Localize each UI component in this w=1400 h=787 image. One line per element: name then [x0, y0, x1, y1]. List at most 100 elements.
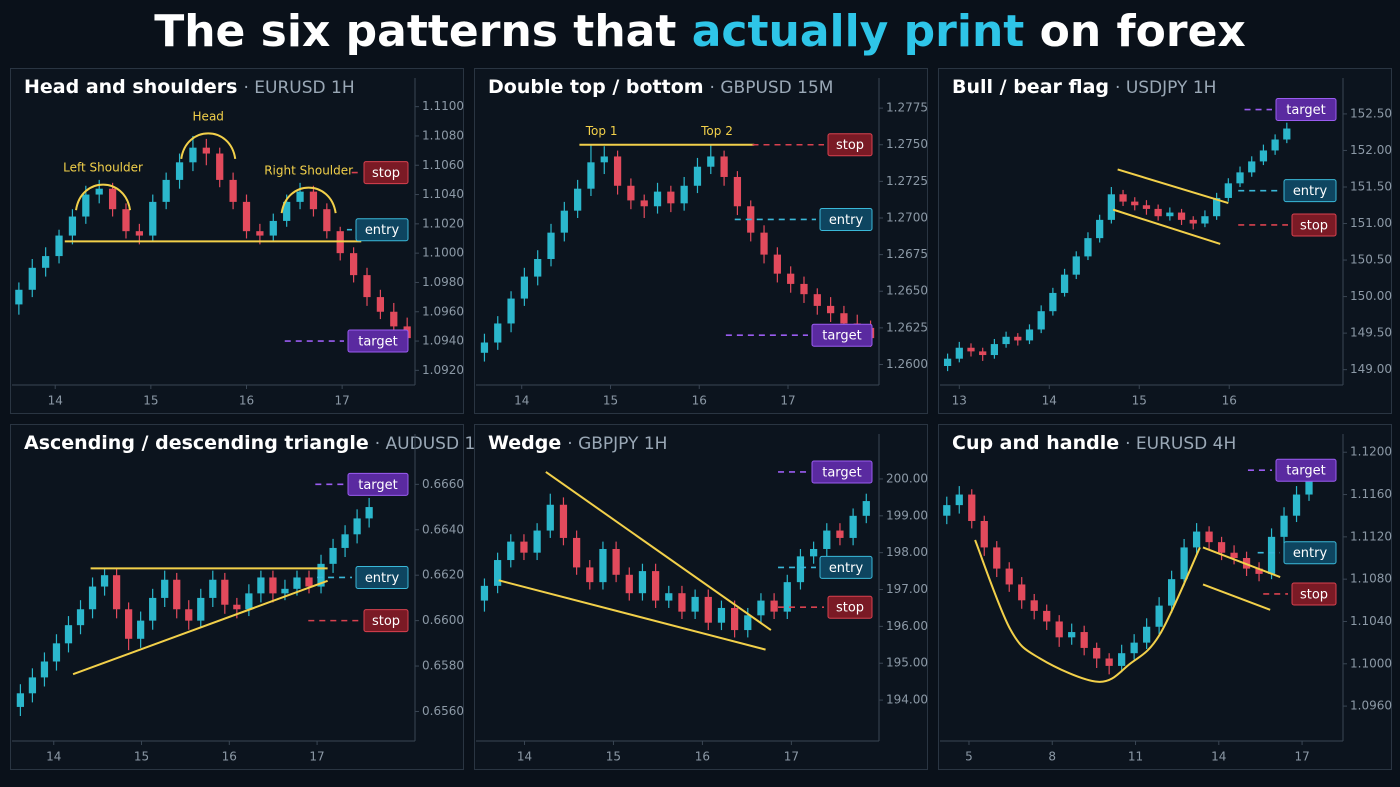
candle-body [494, 323, 502, 343]
panel-subtitle: · GBPUSD 15M [710, 78, 834, 98]
level-box [819, 555, 873, 579]
candle-body [1143, 626, 1151, 643]
level-label: entry [365, 223, 400, 238]
candle-body [124, 609, 133, 639]
panel-heading: Ascending / descending triangle · AUDUSD … [24, 432, 501, 454]
y-tick-label: 1.1040 [422, 187, 464, 201]
candle-body [680, 185, 688, 204]
level-box [827, 133, 873, 157]
candle-body [1205, 531, 1213, 543]
candle-body [329, 547, 337, 564]
level-box [811, 323, 873, 347]
candle-body [809, 548, 818, 557]
candle-body [968, 494, 976, 521]
x-tick-label: 16 [695, 750, 710, 764]
candle-body [349, 253, 358, 276]
candle-body [534, 259, 542, 277]
candle-body [493, 560, 502, 586]
y-tick-label: 152.00 [1350, 143, 1392, 157]
level-box [1283, 541, 1337, 565]
candle-body [1025, 329, 1034, 341]
panel-title: Cup and handle [952, 432, 1119, 454]
candle-body [1084, 238, 1092, 257]
candle-body [980, 520, 988, 548]
chart-panel: Double top / bottom · GBPUSD 15M 1.2600 1.2… [474, 68, 928, 414]
candle-body [480, 342, 489, 353]
candle-body [586, 567, 594, 583]
y-tick-label: 1.0960 [1350, 699, 1392, 713]
candle-body [1155, 605, 1163, 627]
candle-body [800, 283, 808, 295]
candle-body [1096, 219, 1104, 239]
candle-body [1248, 161, 1256, 173]
x-tick-label: 14 [517, 750, 532, 764]
candle-body [52, 643, 61, 662]
pattern-label: Left Shoulder [63, 161, 143, 175]
level-label: stop [836, 138, 864, 153]
y-tick-label: 0.6600 [422, 613, 464, 627]
y-tick-label: 0.6640 [422, 522, 464, 536]
y-tick-label: 1.1080 [1350, 572, 1392, 586]
candle-body [693, 166, 702, 186]
y-tick-label: 1.1000 [1350, 656, 1392, 670]
level-label: entry [365, 571, 400, 586]
pattern-line [1117, 168, 1229, 205]
candle-body [770, 600, 778, 612]
candle-body [1014, 336, 1022, 341]
candle-body [1005, 568, 1013, 585]
y-tick-label: 1.0980 [422, 275, 464, 289]
y-tick-label: 1.1040 [1350, 614, 1392, 628]
candle-body [1002, 336, 1010, 345]
candle-body [1142, 205, 1151, 209]
candle-body [1236, 172, 1244, 184]
candle-body [341, 534, 349, 548]
y-tick-label: 1.0940 [422, 334, 464, 348]
x-tick-label: 17 [1294, 750, 1309, 764]
chart-panel: Cup and handle · EURUSD 4H 1.0960 1.1000 1.1… [938, 424, 1392, 770]
candle-body [1283, 128, 1291, 140]
candle-body [1192, 531, 1201, 548]
candle-body [1154, 208, 1162, 217]
level-box [811, 460, 873, 484]
x-tick-label: 14 [48, 394, 63, 408]
candle-body [760, 232, 768, 255]
candle-body [480, 585, 489, 601]
candle-body [1037, 311, 1045, 330]
candle-body [653, 191, 662, 207]
candle-body [42, 256, 50, 268]
x-tick-label: 8 [1048, 750, 1056, 764]
candle-body [1271, 139, 1279, 151]
candle-body [149, 597, 157, 621]
level-label: stop [1300, 587, 1328, 602]
y-tick-label: 1.1080 [422, 128, 464, 142]
level-label: target [822, 329, 862, 344]
y-tick-label: 0.6560 [422, 704, 464, 718]
level-box [355, 565, 409, 589]
candle-body [1213, 197, 1221, 217]
candle-body [15, 289, 23, 305]
candle-body [1072, 256, 1080, 275]
candle-body [108, 188, 117, 210]
candle-body [717, 607, 726, 623]
pattern-label: Top 1 [585, 124, 618, 138]
x-tick-label: 15 [134, 750, 149, 764]
candle-body [317, 563, 325, 587]
x-tick-label: 16 [239, 394, 254, 408]
y-tick-label: 196.00 [886, 619, 928, 633]
candle-body [1018, 584, 1026, 601]
x-tick-label: 16 [222, 750, 237, 764]
level-box [1291, 582, 1337, 606]
candle-body [599, 548, 607, 583]
candle-body [757, 600, 765, 616]
candle-body [137, 620, 145, 639]
y-tick-label: 1.2625 [886, 320, 928, 334]
candle-body [28, 677, 37, 694]
candle-body [363, 275, 371, 298]
candle-body [840, 313, 848, 324]
candle-body [640, 200, 648, 207]
candle-body [175, 162, 184, 180]
y-tick-label: 1.2600 [886, 357, 928, 371]
pattern-arc [180, 132, 237, 160]
candle-body [1166, 212, 1174, 217]
